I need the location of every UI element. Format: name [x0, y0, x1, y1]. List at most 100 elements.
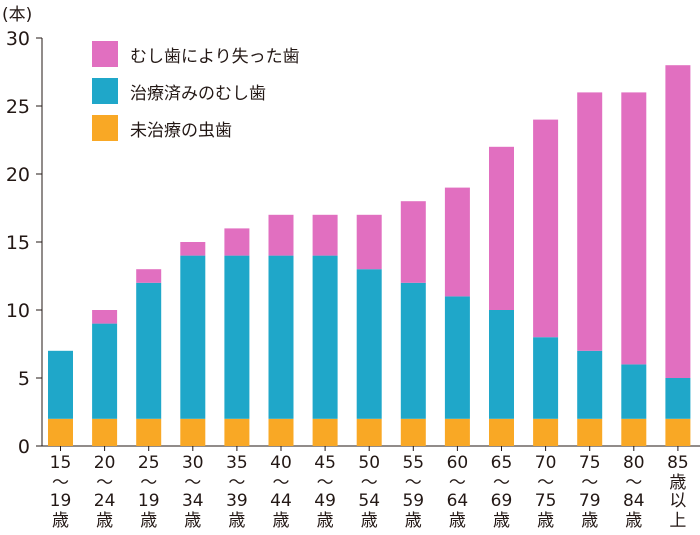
bar-segment-s2-c14 — [665, 65, 691, 378]
bar-segment-s1-c10 — [489, 310, 514, 419]
x-tick-label-part: 〜 — [581, 473, 598, 493]
bar-segment-s1-c1 — [92, 323, 118, 419]
x-tick-label-part: 〜 — [273, 473, 290, 493]
bar-segment-s2-c1 — [92, 310, 118, 324]
bar-segment-s2-c4 — [224, 228, 250, 256]
x-tick-label-part: 〜 — [361, 473, 378, 493]
x-tick-label-part: 65 — [491, 453, 513, 473]
x-tick-label-part: 歳 — [449, 511, 466, 531]
x-tick-label-part: 44 — [270, 491, 292, 511]
bars-group — [48, 65, 691, 446]
bar-segment-s2-c11 — [533, 119, 559, 338]
bar-segment-s1-c7 — [356, 269, 382, 419]
bar-segment-s0-c14 — [665, 418, 691, 446]
x-tick-label-part: 60 — [447, 453, 469, 473]
legend-swatch-untreated-decay — [92, 115, 118, 141]
legend-item-lost-teeth: むし歯により失った歯 — [92, 40, 300, 68]
bar-segment-s0-c0 — [48, 418, 73, 446]
y-tick-label: 10 — [6, 300, 30, 322]
legend-label-untreated-decay: 未治療の虫歯 — [130, 120, 232, 141]
x-tick-label-part: 24 — [94, 491, 116, 511]
x-tick-label-part: 20 — [94, 453, 116, 473]
bar-segment-s0-c9 — [444, 418, 470, 446]
bar-segment-s0-c1 — [92, 418, 118, 446]
y-ticks-group: 0 5 10 15 20 25 30 — [6, 28, 42, 458]
bar-segment-s0-c7 — [356, 418, 382, 446]
bar-segment-s1-c9 — [444, 296, 470, 419]
bar-segment-s1-c0 — [48, 350, 73, 419]
bar-segment-s1-c12 — [577, 350, 603, 419]
x-tick-label-part: 歳 — [405, 511, 422, 531]
bar-segment-s2-c10 — [489, 146, 514, 310]
x-tick-label-part: 79 — [579, 491, 601, 511]
legend-swatch-lost-teeth — [92, 41, 118, 67]
y-tick-label: 20 — [6, 164, 30, 186]
x-tick-label-part: 50 — [358, 453, 380, 473]
x-tick-label-part: 歳 — [625, 511, 642, 531]
x-tick-label-part: 49 — [314, 491, 336, 511]
x-tick-label-part: 歳 — [581, 511, 598, 531]
bar-segment-s1-c3 — [180, 255, 206, 419]
x-tick-label-part: 歳 — [669, 473, 686, 493]
legend-label-treated-decay: 治療済みのむし歯 — [130, 83, 266, 104]
x-tick-label-part: 歳 — [537, 511, 554, 531]
x-tick-label-part: 〜 — [537, 473, 554, 493]
bar-segment-s1-c4 — [224, 255, 250, 419]
x-tick-label-part: 64 — [447, 491, 469, 511]
bar-segment-s1-c2 — [136, 282, 162, 419]
bar-segment-s2-c2 — [136, 269, 162, 283]
bar-segment-s0-c6 — [312, 418, 338, 446]
bar-segment-s0-c4 — [224, 418, 250, 446]
y-tick-label: 30 — [6, 28, 30, 50]
x-tick-label-part: 〜 — [493, 473, 510, 493]
x-tick-label-part: 40 — [270, 453, 292, 473]
bar-segment-s1-c14 — [665, 378, 691, 419]
x-tick-label-part: 〜 — [184, 473, 201, 493]
x-tick-label-part: 〜 — [405, 473, 422, 493]
x-tick-label-part: 45 — [314, 453, 336, 473]
y-tick-label: 15 — [6, 232, 30, 254]
legend-item-treated-decay: 治療済みのむし歯 — [92, 77, 300, 105]
x-tick-label-part: 75 — [535, 491, 557, 511]
x-tick-label-part: 歳 — [184, 511, 201, 531]
x-tick-label-part: 歳 — [493, 511, 510, 531]
x-tick-label-part: 歳 — [317, 511, 334, 531]
x-tick-label-part: 34 — [182, 491, 204, 511]
bar-segment-s0-c10 — [489, 418, 514, 446]
legend-label-lost-teeth: むし歯により失った歯 — [130, 46, 300, 67]
bar-segment-s0-c2 — [136, 418, 162, 446]
bar-segment-s1-c13 — [621, 364, 647, 419]
bar-segment-s2-c6 — [312, 214, 338, 256]
x-tick-label-part: 25 — [138, 453, 160, 473]
legend: むし歯により失った歯 治療済みのむし歯 未治療の虫歯 — [92, 40, 300, 151]
legend-swatch-treated-decay — [92, 78, 118, 104]
x-tick-label-part: 歳 — [96, 511, 113, 531]
x-tick-label-part: 歳 — [52, 511, 69, 531]
x-tick-label-part: 84 — [623, 491, 645, 511]
x-tick-label-part: 〜 — [96, 473, 113, 493]
bar-segment-s0-c11 — [533, 418, 559, 446]
x-tick-label-part: 75 — [579, 453, 601, 473]
y-axis-unit-label: (本) — [2, 5, 33, 25]
y-tick-label: 0 — [18, 436, 30, 458]
x-tick-label-part: 歳 — [361, 511, 378, 531]
x-tick-label-part: 歳 — [140, 511, 157, 531]
bar-segment-s2-c3 — [180, 242, 206, 256]
bar-segment-s2-c7 — [356, 214, 382, 270]
bar-segment-s1-c5 — [268, 255, 294, 419]
x-tick-label-part: 19 — [50, 491, 72, 511]
x-tick-label-part: 以 — [669, 491, 686, 511]
bar-segment-s0-c3 — [180, 418, 206, 446]
bar-segment-s1-c8 — [400, 282, 426, 419]
y-tick-label: 25 — [6, 96, 30, 118]
x-tick-label-part: 85 — [667, 453, 689, 473]
bar-segment-s0-c5 — [268, 418, 294, 446]
x-tick-label-part: 35 — [226, 453, 248, 473]
x-tick-label-part: 〜 — [449, 473, 466, 493]
bar-segment-s0-c12 — [577, 418, 603, 446]
bar-segment-s0-c8 — [400, 418, 426, 446]
bar-segment-s2-c9 — [444, 187, 470, 297]
x-tick-label-part: 〜 — [52, 473, 69, 493]
bar-segment-s2-c13 — [621, 92, 647, 365]
